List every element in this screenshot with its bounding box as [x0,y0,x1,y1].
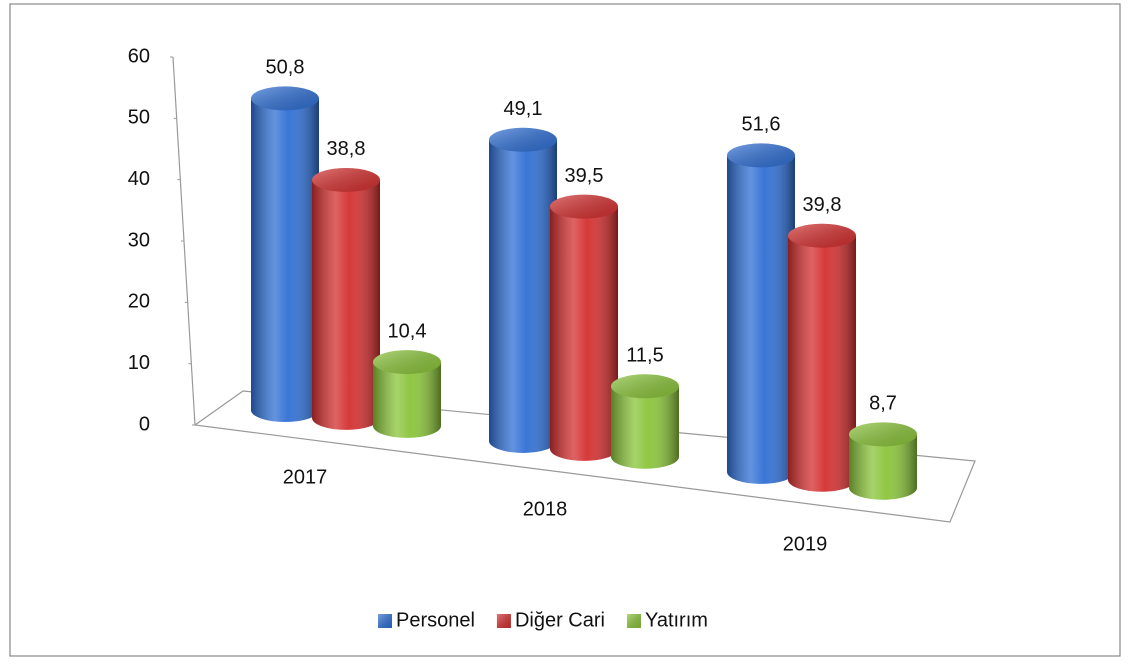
legend-label: Personel [396,609,475,631]
data-label: 51,6 [742,114,781,136]
bar-shade [251,98,319,410]
legend-label: Diğer Cari [515,609,605,631]
cylinder [251,86,319,422]
cylinder-top-shade [312,167,380,192]
y-tick-label: 30 [128,229,150,251]
cylinder-top-shade [788,223,856,248]
bar-shade [312,179,380,418]
cylinder-top-shade [611,374,679,399]
data-label: 8,7 [869,393,897,415]
data-label: 50,8 [266,57,305,79]
bar-shade [788,235,856,480]
y-tick-label: 0 [139,413,150,435]
cylinder [849,422,917,500]
x-tick-label: 2018 [523,498,568,520]
cylinder-top-shade [849,422,917,447]
y-tick-label: 20 [128,291,150,313]
x-tick-label: 2017 [283,466,328,488]
data-label: 11,5 [626,345,663,367]
cylinder [611,374,679,469]
cylinder-top-shade [489,127,557,152]
legend-label: Yatırım [645,609,708,631]
bar-shade [489,139,557,441]
legend-swatch-shade [496,614,511,628]
cylinder [373,350,441,438]
y-tick-label: 50 [128,107,150,129]
x-tick-label: 2019 [783,533,828,555]
cylinder-top-shade [727,143,795,168]
data-label: 49,1 [504,98,543,120]
data-label: 39,8 [803,194,842,216]
legend-swatch-shade [626,614,641,628]
cylinder [788,223,856,492]
bar-shade [727,155,795,472]
cylinder-top-shade [251,86,319,111]
cylinder-top-shade [550,194,618,219]
y-tick-label: 60 [128,45,150,67]
data-label: 10,4 [388,320,427,342]
legend-swatch-shade [378,614,392,628]
cylinder [312,167,380,430]
cylinder [489,127,557,453]
data-label: 39,5 [565,165,604,187]
y-tick-label: 10 [128,352,150,374]
cylinder [727,143,795,484]
bar-shade [550,206,618,449]
data-label: 38,8 [327,138,366,160]
y-tick-label: 40 [128,168,150,190]
cylinder-top-shade [373,350,441,375]
cylinder [550,194,618,461]
